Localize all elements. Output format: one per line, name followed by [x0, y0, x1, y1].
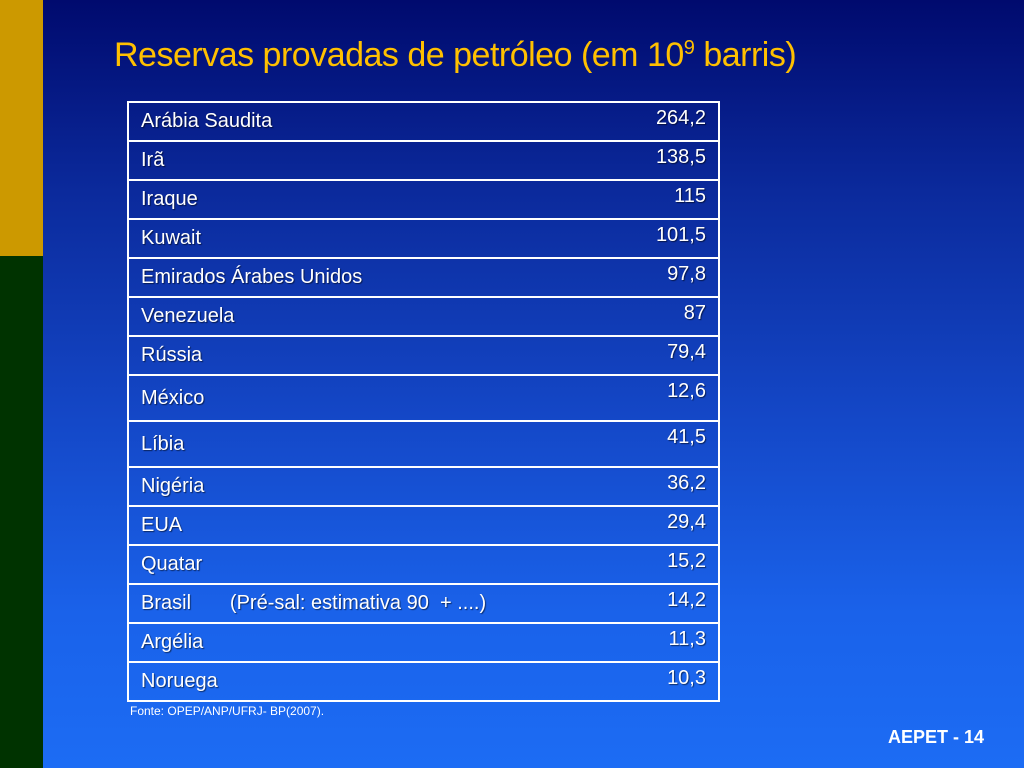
oil-reserves-table: Arábia Saudita 264,2 Irã 138,5 Iraque 115 Kuwa…	[127, 101, 720, 702]
slide-footer: AEPET - 14	[887, 727, 984, 747]
table-row: México 12,6	[128, 374, 719, 421]
title-exponent: 9	[683, 37, 695, 59]
country-cell: México	[128, 374, 620, 421]
reserve-value-cell: 10,3	[619, 661, 719, 701]
source-note: Fonte: OPEP/ANP/UFRJ- BP(2007).	[130, 704, 325, 718]
table-row: Irã 138,5	[128, 140, 719, 180]
table-row: EUA 29,4	[128, 505, 719, 545]
country-cell: Rússia	[128, 335, 620, 375]
reserve-value-cell: 87	[619, 296, 719, 336]
reserve-value-cell: 15,2	[619, 544, 719, 584]
table-row: Brasil (Pré-sal: estimativa 90 + ....) 14…	[128, 583, 719, 623]
title-prefix: Reservas provadas de petróleo (em 10	[114, 36, 684, 74]
country-cell: Líbia	[128, 420, 620, 467]
table-row: Nigéria 36,2	[128, 466, 719, 506]
reserve-value-cell: 11,3	[619, 622, 719, 662]
country-cell: Quatar	[128, 544, 620, 584]
country-cell: Argélia	[128, 622, 620, 662]
reserve-value-cell: 97,8	[619, 257, 719, 297]
table-row: Arábia Saudita 264,2	[128, 102, 719, 141]
reserve-value-cell: 29,4	[619, 505, 719, 545]
reserve-value-cell: 14,2	[619, 583, 719, 623]
table-row: Quatar 15,2	[128, 544, 719, 584]
country-cell: Irã	[128, 140, 620, 180]
country-cell: Nigéria	[128, 466, 620, 506]
reserve-value-cell: 79,4	[619, 335, 719, 375]
accent-bar-bottom	[0, 256, 43, 768]
country-cell: Iraque	[128, 179, 620, 219]
country-cell: Venezuela	[128, 296, 620, 336]
country-cell: Noruega	[128, 661, 620, 701]
reserve-value-cell: 36,2	[619, 466, 719, 506]
reserve-value-cell: 12,6	[619, 374, 719, 421]
reserve-value-cell: 101,5	[619, 218, 719, 258]
reserve-value-cell: 115	[619, 179, 719, 219]
country-cell: Arábia Saudita	[141, 110, 273, 132]
title-suffix: barris)	[694, 36, 797, 74]
accent-bar-top	[0, 0, 43, 256]
reserve-value-cell: 264,2	[655, 107, 706, 129]
reserve-value-cell: 41,5	[619, 420, 719, 467]
reserve-value-cell: 138,5	[619, 140, 719, 180]
table-row: Líbia 41,5	[128, 420, 719, 467]
table-row: Argélia 11,3	[128, 622, 719, 662]
table-row: Noruega 10,3	[128, 661, 719, 701]
country-cell: Kuwait	[128, 218, 620, 258]
table-row: Rússia 79,4	[128, 335, 719, 375]
country-cell: Brasil (Pré-sal: estimativa 90 + ....)	[128, 583, 620, 623]
table-row: Iraque 115	[128, 179, 719, 219]
country-cell: Emirados Árabes Unidos	[128, 257, 620, 297]
table-row: Venezuela 87	[128, 296, 719, 336]
table-row: Emirados Árabes Unidos 97,8	[128, 257, 719, 297]
slide-title: Reservas provadas de petróleo (em 109 ba…	[114, 36, 797, 75]
country-cell: EUA	[128, 505, 620, 545]
table-row: Kuwait 101,5	[128, 218, 719, 258]
table-body: Arábia Saudita 264,2 Irã 138,5 Iraque 115 Kuwa…	[128, 102, 719, 701]
